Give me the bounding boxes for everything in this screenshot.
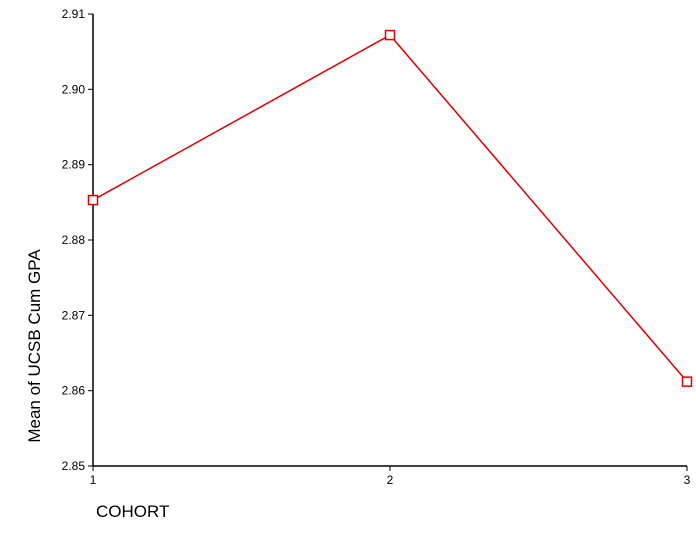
y-tick-label: 2.86: [62, 384, 86, 398]
y-tick-label: 2.91: [62, 7, 86, 21]
x-axis-title: COHORT: [96, 502, 169, 521]
x-tick-label: 3: [684, 473, 691, 487]
x-axis: 1 2 3: [90, 466, 691, 487]
y-axis: 2.85 2.86 2.87 2.88 2.89 2.90 2.91: [62, 7, 93, 473]
data-point-marker: [681, 376, 693, 387]
y-tick-label: 2.85: [62, 459, 86, 473]
data-point-marker: [87, 194, 99, 206]
y-tick-label: 2.89: [62, 158, 86, 172]
y-tick-label: 2.88: [62, 233, 86, 247]
y-axis-title: Mean of UCSB Cum GPA: [25, 249, 44, 443]
x-tick-label: 2: [387, 473, 394, 487]
y-tick-label: 2.87: [62, 308, 86, 322]
series-line: [92, 34, 688, 383]
plot-area: [92, 14, 687, 467]
data-point-marker: [384, 29, 396, 41]
x-tick-label: 1: [90, 473, 97, 487]
series-layer: [87, 29, 693, 387]
y-tick-label: 2.90: [62, 82, 86, 96]
